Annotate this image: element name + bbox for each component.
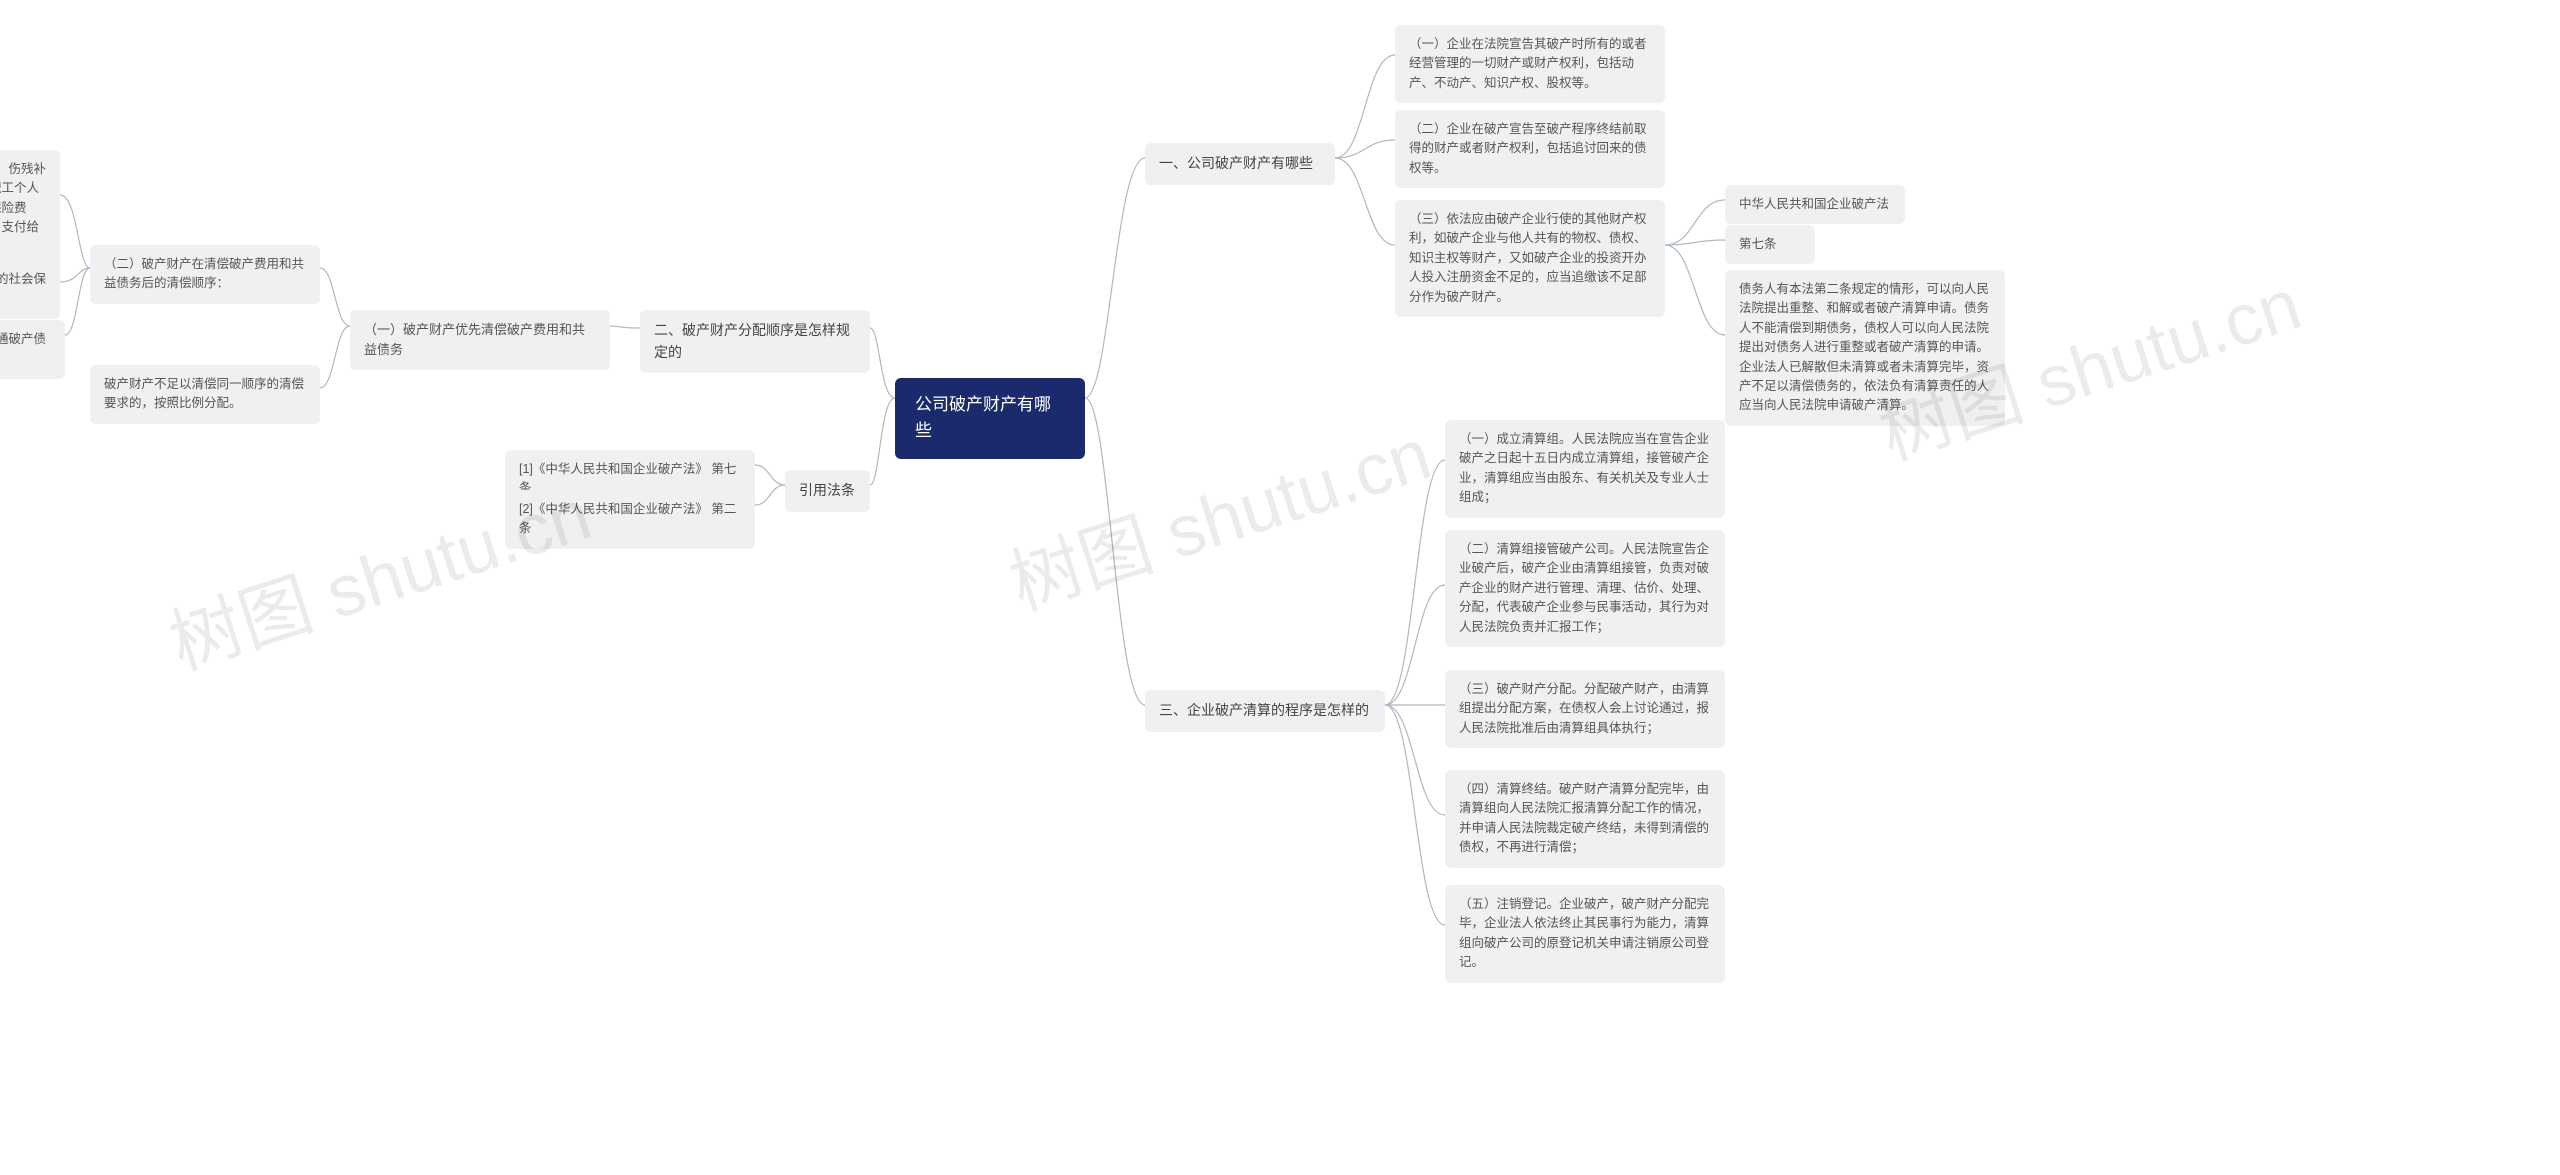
branch-r3: 三、企业破产清算的程序是怎样的: [1145, 690, 1385, 732]
leaf-r1c2: 第七条: [1725, 225, 1815, 264]
mindmap-root: 公司破产财产有哪些: [895, 378, 1085, 459]
leaf-l2a1a: 1、破产人所欠职工的工资和医疗、伤残补助、抚恤费用，所欠的应当划入职工个人账户的…: [0, 150, 60, 267]
leaf-r1c1: 中华人民共和国企业破产法: [1725, 185, 1905, 224]
node-l2a2: 破产财产不足以清偿同一顺序的清偿要求的，按照比例分配。: [90, 365, 320, 424]
branch-r1: 一、公司破产财产有哪些: [1145, 143, 1335, 185]
node-l2a1: （二）破产财产在清偿破产费用和共益债务后的清偿顺序：: [90, 245, 320, 304]
leaf-r1b: （二）企业在破产宣告至破产程序终结前取得的财产或者财产权利，包括追讨回来的债权等…: [1395, 110, 1665, 188]
leaf-r3d: （四）清算终结。破产财产清算分配完毕，由清算组向人民法院汇报清算分配工作的情况，…: [1445, 770, 1725, 868]
branch-lref: 引用法条: [785, 470, 870, 512]
node-l2a: （一）破产财产优先清偿破产费用和共益债务: [350, 310, 610, 370]
leaf-l2a1c: 3、普通破产债权。: [0, 320, 65, 379]
leaf-r3c: （三）破产财产分配。分配破产财产，由清算组提出分配方案，在债权人会上讨论通过，报…: [1445, 670, 1725, 748]
leaf-r3a: （一）成立清算组。人民法院应当在宣告企业破产之日起十五日内成立清算组，接管破产企…: [1445, 420, 1725, 518]
leaf-r1a: （一）企业在法院宣告其破产时所有的或者经营管理的一切财产或财产权利，包括动产、不…: [1395, 25, 1665, 103]
leaf-r3e: （五）注销登记。企业破产，破产财产分配完毕，企业法人依法终止其民事行为能力，清算…: [1445, 885, 1725, 983]
leaf-r1c: （三）依法应由破产企业行使的其他财产权利，如破产企业与他人共有的物权、债权、知识…: [1395, 200, 1665, 317]
leaf-r1c3: 债务人有本法第二条规定的情形，可以向人民法院提出重整、和解或者破产清算申请。债务…: [1725, 270, 2005, 426]
leaf-r3b: （二）清算组接管破产公司。人民法院宣告企业破产后，破产企业由清算组接管，负责对破…: [1445, 530, 1725, 647]
branch-l2: 二、破产财产分配顺序是怎样规定的: [640, 310, 870, 373]
leaf-l2a1b: 2、破产人欠缴的除前项规定以外的社会保险费用和破产人所欠税款。: [0, 260, 60, 319]
leaf-lref2: [2]《中华人民共和国企业破产法》 第二条: [505, 490, 755, 549]
